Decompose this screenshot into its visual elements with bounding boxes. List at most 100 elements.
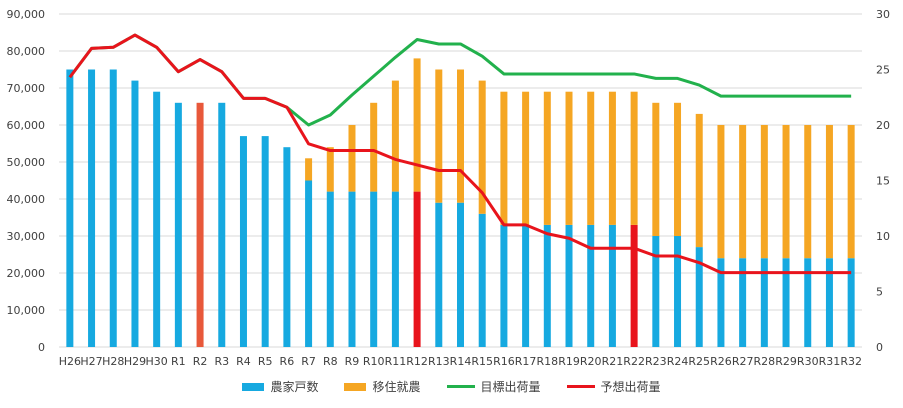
bar-farm-households [218,102,226,347]
legend-item-new-farmers: 移住就農 [344,378,421,395]
bar-farm-households [370,191,378,347]
x-tick-label: R6 [280,355,295,368]
bar-farm-households [305,180,313,347]
x-tick-label: R32 [840,355,862,368]
bar-farm-households [500,224,508,347]
bar-new-farmers [391,80,399,192]
y-right-tick-label: 30 [876,8,890,21]
bar-farm-households [565,224,573,347]
bar-new-farmers [500,91,508,225]
x-tick-label: R14 [450,355,472,368]
bar-new-farmers [435,69,443,203]
bar-new-farmers [847,125,855,259]
legend: 農家戸数 移住就農 目標出荷量 予想出荷量 [0,378,903,395]
chart-canvas: 0 10,000 20,000 30,000 40,000 50,000 60,000 70,… [7,8,891,368]
x-tick-label: R24 [667,355,689,368]
bar-new-farmers [478,80,486,214]
bar-farm-households [174,102,182,347]
legend-item-target-shipment: 目標出荷量 [446,378,541,395]
bar-new-farmers [825,125,833,259]
bar-farm-households [131,80,139,347]
bar-new-farmers [565,91,573,225]
bar-new-farmers [760,125,768,259]
legend-swatch [344,382,367,391]
bar-new-farmers [782,125,790,259]
x-tick-label: H26 [59,355,81,368]
y-right-tick-label: 25 [876,64,890,77]
y-left-tick-label: 80,000 [7,45,46,58]
x-tick-label: R19 [558,355,580,368]
x-tick-label: H27 [80,355,102,368]
legend-label: 予想出荷量 [600,380,661,394]
bar-farm-households [261,136,269,347]
y-right-tick-label: 10 [876,230,890,243]
bar-farm-households [413,191,421,347]
bar-farm-households [88,69,96,347]
bar-farm-households [391,191,399,347]
bar-farm-households [283,147,291,347]
bar-farm-households [847,258,855,347]
bar-new-farmers [413,58,421,192]
y-right-tick-label: 0 [876,341,883,354]
bar-farm-households [239,136,247,347]
bar-new-farmers [674,102,682,236]
bar-farm-households [109,69,117,347]
x-tick-label: R22 [623,355,645,368]
legend-label: 移住就農 [372,380,421,394]
bar-farm-households [717,258,725,347]
bar-farm-households [326,191,334,347]
bar-new-farmers [326,147,334,192]
x-tick-label: R28 [754,355,776,368]
x-tick-label: R1 [171,355,186,368]
bar-farm-households [457,202,464,347]
x-tick-label: R23 [645,355,667,368]
y-left-tick-label: 20,000 [7,267,46,280]
bar-farm-households [804,258,812,347]
legend-label: 目標出荷量 [480,380,541,394]
bar-new-farmers [739,125,747,259]
y-left-tick-label: 30,000 [7,230,46,243]
y-left-tick-label: 70,000 [7,82,46,95]
bar-new-farmers [348,125,356,192]
bar-new-farmers [652,102,660,236]
bar-farm-households [630,224,638,347]
x-tick-label: R27 [732,355,754,368]
bar-farm-households [652,236,660,347]
bar-farm-households [608,224,616,347]
bar-farm-households [348,191,356,347]
bar-farm-households [825,258,833,347]
y-left-tick-label: 10,000 [7,304,46,317]
bar-farm-households [739,258,747,347]
x-tick-label: R17 [515,355,537,368]
legend-label: 農家戸数 [270,380,319,394]
x-tick-label: R15 [471,355,493,368]
bar-farm-households [587,224,595,347]
line-forecast-shipment [68,33,852,275]
bar-new-farmers [587,91,595,225]
y-left-tick-label: 60,000 [7,119,46,132]
x-tick-label: R10 [363,355,385,368]
x-tick-label: R13 [428,355,450,368]
y-left-tick-label: 40,000 [7,193,46,206]
x-tick-label: H28 [102,355,124,368]
x-tick-label: R29 [775,355,797,368]
legend-item-forecast-shipment: 予想出荷量 [566,378,661,395]
bar-new-farmers [522,91,530,225]
bar-new-farmers [608,91,616,225]
x-tick-label: R5 [258,355,273,368]
y-right-tick-label: 5 [876,286,883,299]
x-tick-label: R18 [536,355,558,368]
x-tick-label: R7 [301,355,316,368]
legend-swatch [566,385,595,388]
bar-farm-households [760,258,768,347]
bar-farm-households [782,258,790,347]
bar-farm-households [478,213,486,347]
y-left-tick-label: 50,000 [7,156,46,169]
bar-farm-households [674,236,682,347]
x-tick-label: R2 [193,355,208,368]
x-tick-label: R11 [385,355,407,368]
bar-new-farmers [630,91,638,225]
legend-swatch [446,385,475,388]
x-tick-label: R16 [493,355,515,368]
